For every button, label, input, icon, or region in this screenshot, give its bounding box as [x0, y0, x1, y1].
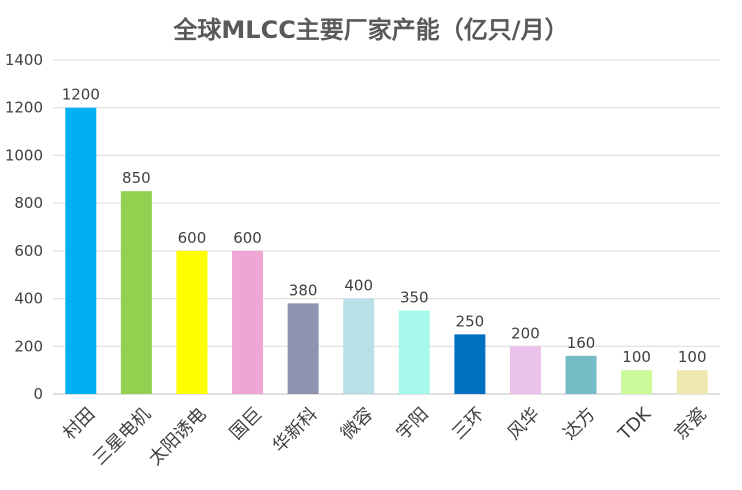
data-label: 250 — [456, 312, 485, 330]
y-tick-label: 600 — [14, 242, 43, 260]
category-label: 村田 — [59, 404, 99, 444]
category-label: 宇阳 — [393, 404, 433, 444]
y-axis: 0 200 400 600 800 1000 1200 1400 — [5, 51, 43, 403]
category-label: 京瓷 — [670, 404, 710, 444]
bar — [176, 250, 208, 394]
data-label: 600 — [233, 229, 262, 247]
data-label: 350 — [400, 289, 429, 307]
category-label: 国巨 — [226, 404, 266, 444]
chart-title: 全球MLCC主要厂家产能（亿只/月） — [173, 16, 569, 44]
y-tick-label: 400 — [14, 290, 43, 308]
y-tick-label: 1000 — [5, 146, 43, 164]
bars — [65, 107, 708, 394]
bar — [509, 346, 541, 394]
data-label: 380 — [289, 281, 318, 299]
bar — [398, 310, 430, 394]
bar — [565, 355, 597, 394]
y-tick-label: 800 — [14, 194, 43, 212]
bar — [120, 191, 152, 394]
category-label: 风华 — [504, 404, 544, 444]
data-label: 850 — [122, 169, 151, 187]
bar — [287, 303, 319, 394]
data-label: 160 — [567, 334, 596, 352]
y-tick-label: 1400 — [5, 51, 43, 69]
data-label: 600 — [178, 229, 207, 247]
category-label: 三环 — [448, 404, 488, 444]
data-label: 200 — [511, 324, 540, 342]
data-label: 1200 — [62, 86, 100, 104]
category-label: 微容 — [337, 404, 377, 444]
y-tick-label: 0 — [33, 385, 43, 403]
bar — [65, 107, 97, 394]
category-label: TDK — [614, 403, 656, 445]
gridlines — [53, 59, 720, 395]
y-tick-label: 1200 — [5, 99, 43, 117]
data-label: 100 — [678, 348, 707, 366]
bar — [676, 370, 708, 394]
category-label: 太阳诱电 — [145, 404, 211, 470]
bar — [621, 370, 653, 394]
data-label: 400 — [344, 277, 373, 295]
category-label: 华新科 — [269, 404, 322, 457]
y-tick-label: 200 — [14, 337, 43, 355]
data-label: 100 — [622, 348, 651, 366]
category-label: 达方 — [559, 404, 599, 444]
category-label: 三星电机 — [89, 404, 155, 470]
bar — [232, 250, 264, 394]
bar — [454, 334, 486, 394]
data-labels: 1200 850 600 600 380 400 350 250 200 160 100 100 — [62, 86, 707, 366]
bar — [343, 298, 375, 394]
